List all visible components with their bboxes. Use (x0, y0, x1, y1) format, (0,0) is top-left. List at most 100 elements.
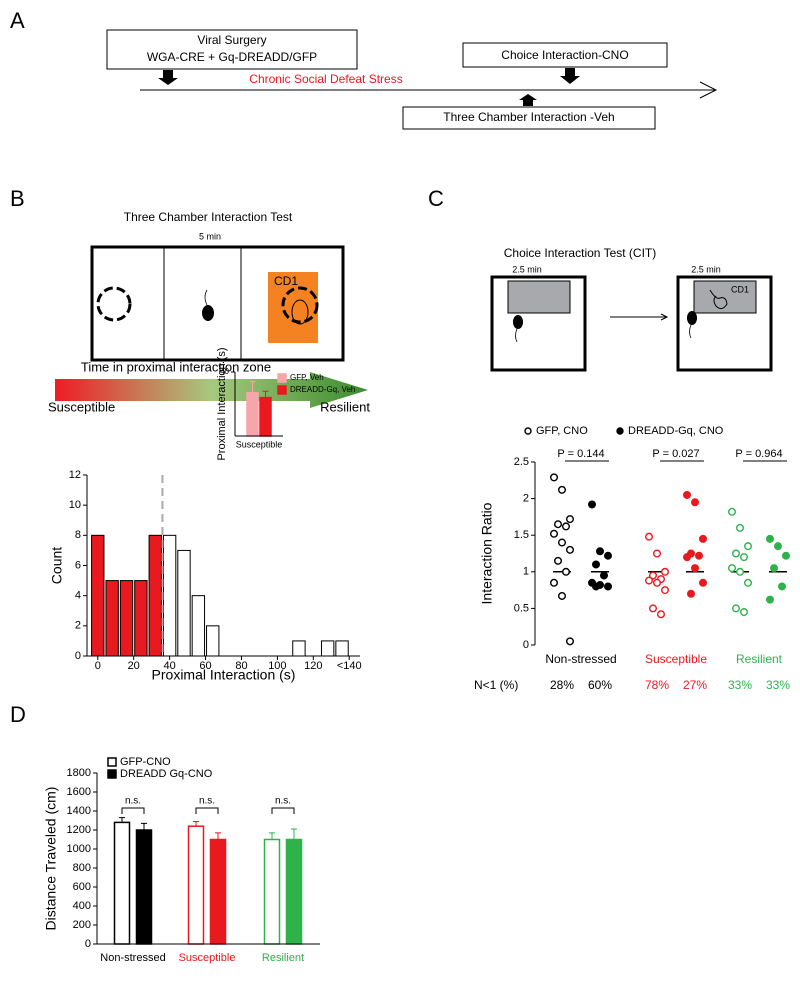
stimulus-label: CD1 (731, 284, 749, 294)
block-arrow (560, 68, 580, 84)
box (462, 42, 668, 68)
x-tick-label: <140 (337, 660, 362, 672)
bar (134, 580, 148, 657)
data-point (657, 610, 666, 619)
bar (263, 838, 281, 945)
box-text: WGA-CRE + Gq-DREADD/GFP (147, 50, 317, 64)
row-label: N<1 (%) (474, 678, 518, 692)
comparison-bracket (195, 807, 219, 814)
stress-label: Chronic Social Defeat Stress (249, 72, 402, 86)
panel-label: C (428, 186, 444, 211)
bar (259, 396, 272, 437)
data-point (600, 571, 609, 580)
bar (206, 625, 220, 657)
timeline (106, 29, 718, 130)
y-tick-label: 0 (85, 938, 91, 950)
data-point (744, 542, 753, 551)
arena (490, 275, 773, 372)
error-bar (269, 832, 275, 840)
bar (191, 595, 206, 657)
data-point (740, 553, 749, 562)
comparison-bracket (121, 807, 145, 814)
box (402, 106, 656, 130)
y-tick-label: 1 (523, 566, 529, 578)
y-tick-label: 6 (75, 559, 81, 571)
gradient-arrow (55, 372, 368, 408)
error-bar (119, 817, 125, 823)
error-bar (193, 820, 199, 827)
block-arrow (158, 70, 178, 85)
error-bar (291, 828, 297, 840)
y-tick-label: 2 (75, 620, 81, 632)
data-point (554, 556, 563, 565)
data-point (649, 604, 658, 613)
legend-marker (524, 427, 532, 435)
data-point (645, 576, 654, 585)
legend-swatch (277, 373, 287, 383)
p-value: P = 0.144 (557, 448, 604, 460)
data-point (604, 551, 613, 560)
data-point (592, 582, 601, 591)
data-point (566, 545, 575, 554)
percent-label: 33% (728, 678, 752, 692)
data-point (691, 498, 700, 507)
bar (246, 392, 259, 437)
category-label: Non-stressed (545, 652, 616, 666)
legend-marker (616, 427, 624, 435)
x-tick-label: 100 (268, 660, 286, 672)
data-point (691, 564, 700, 573)
y-tick-label: 4 (75, 590, 81, 602)
y-tick-label: 1200 (67, 824, 91, 836)
box (106, 29, 358, 70)
category-label: Susceptible (645, 652, 707, 666)
bar (148, 534, 162, 657)
bar (162, 534, 177, 657)
data-point (766, 595, 775, 604)
bar (320, 640, 335, 657)
percent-label: 33% (766, 678, 790, 692)
y-tick-label: 1000 (67, 843, 91, 855)
data-point (588, 500, 597, 509)
data-point (744, 578, 753, 587)
box-text: Three Chamber Interaction -Veh (443, 110, 614, 124)
error-bar (215, 832, 221, 840)
data-point (562, 522, 571, 531)
data-point (736, 567, 745, 576)
x-tick-label: 40 (163, 660, 175, 672)
data-point (699, 534, 708, 543)
data-point (558, 591, 567, 600)
y-tick-label: 0 (75, 650, 81, 662)
legend-label: GFP, CNO (536, 425, 588, 437)
bar (292, 640, 306, 657)
data-point (661, 567, 670, 576)
data-point (782, 551, 791, 560)
y-tick-label: 40 (220, 367, 229, 376)
data-point (596, 547, 605, 556)
y-tick-label: 0 (523, 639, 529, 651)
y-tick-label: 600 (73, 881, 91, 893)
bar (91, 534, 105, 657)
y-tick-label: 200 (73, 919, 91, 931)
y-tick-label: 8 (75, 529, 81, 541)
data-point (604, 582, 613, 591)
duration: 5 min (199, 231, 221, 241)
y-axis-label: Count (49, 547, 65, 584)
x-tick-label: 20 (128, 660, 140, 672)
data-point (770, 564, 779, 573)
x-tick-label: 80 (235, 660, 247, 672)
x-tick-label: 60 (199, 660, 211, 672)
bar (177, 549, 191, 657)
category-label: Non-stressed (100, 952, 165, 964)
x-tick-label: 0 (95, 660, 101, 672)
data-point (550, 529, 559, 538)
data-point (649, 571, 658, 580)
comparison-bracket (271, 807, 295, 814)
data-point (653, 549, 662, 558)
bar (285, 838, 303, 945)
data-point (732, 604, 741, 613)
data-point (766, 534, 775, 543)
schematic-title: Three Chamber Interaction Test (124, 210, 293, 224)
y-tick-label: 0.5 (514, 602, 529, 614)
y-tick-label: 10 (69, 499, 81, 511)
box-text: Choice Interaction-CNO (501, 48, 628, 62)
